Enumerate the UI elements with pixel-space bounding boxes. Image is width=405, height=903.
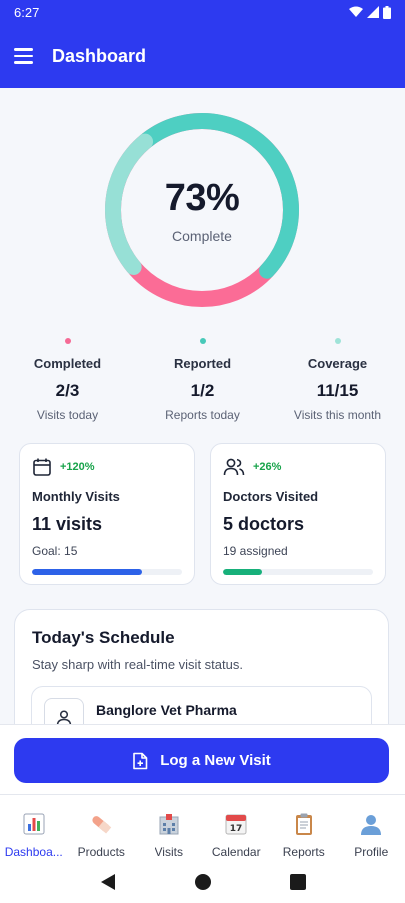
calendar-icon: 17: [224, 811, 248, 837]
stat-coverage: Coverage 11/15 Visits this month: [270, 338, 405, 422]
progress-ring-chart: [105, 112, 299, 307]
stat-value: 11/15: [316, 381, 359, 400]
log-new-visit-label: Log a New Visit: [160, 752, 271, 769]
progress-fill: [223, 569, 262, 575]
dashboard-content[interactable]: 73% Complete Completed 2/3 Visits today …: [0, 88, 405, 724]
recents-icon: [289, 873, 306, 890]
card-value: 5 doctors: [223, 514, 305, 534]
pill-icon: [88, 811, 114, 837]
progress-ring-teal-arc: [137, 112, 299, 279]
status-bar: 6:27: [0, 0, 405, 24]
card-sub: Goal: 15: [32, 544, 78, 558]
stat-reported: Reported 1/2 Reports today: [135, 338, 270, 422]
nav-profile[interactable]: Profile: [338, 795, 405, 860]
stat-sub: Visits today: [36, 408, 99, 422]
progress-label: Complete: [172, 227, 232, 244]
calendar-icon: [33, 458, 51, 476]
stat-dot: [334, 338, 341, 344]
card-sub: 19 assigned: [223, 544, 288, 558]
stat-sub: Visits this month: [293, 408, 382, 422]
home-button[interactable]: [191, 870, 215, 894]
card-header: +26%: [223, 456, 373, 478]
card-title: Doctors Visited: [223, 489, 319, 504]
nav-label: Products: [77, 845, 125, 859]
app-bar: Dashboard: [0, 24, 405, 88]
schedule-title: Today's Schedule: [32, 628, 175, 647]
kpi-cards: +120% Monthly Visits 11 visits Goal: 15 …: [19, 443, 386, 585]
schedule-subtitle: Stay sharp with real-time visit status.: [32, 657, 243, 672]
hospital-icon: [157, 811, 181, 837]
schedule-visit-item[interactable]: Banglore Vet Pharma: [31, 686, 372, 724]
progress-ring: 73% Complete: [102, 110, 302, 310]
stat-sub: Reports today: [165, 408, 240, 422]
back-button[interactable]: [96, 870, 120, 894]
stat-label: Completed: [33, 356, 102, 371]
nav-label: Visits: [154, 845, 183, 859]
wifi-icon: [349, 6, 363, 17]
nav-label: Reports: [282, 845, 325, 859]
system-nav-bar: [0, 860, 405, 903]
progress-bar: [32, 569, 182, 575]
user-icon: [56, 710, 72, 724]
stat-label: Coverage: [307, 356, 368, 371]
trend-badge: +26%: [253, 461, 282, 473]
nav-label: Dashboa...: [4, 845, 63, 859]
nav-calendar[interactable]: 17 Calendar: [203, 795, 271, 860]
progress-percent: 73%: [164, 176, 240, 219]
todays-schedule-card: Today's Schedule Stay sharp with real-ti…: [14, 609, 389, 724]
file-add-icon: [133, 752, 148, 769]
home-icon: [194, 873, 211, 890]
recents-button[interactable]: [286, 870, 310, 894]
status-time: 6:27: [14, 4, 40, 20]
action-area: Log a New Visit: [0, 724, 405, 794]
progress-fill: [32, 569, 142, 575]
progress-ring-center: 73% Complete: [102, 110, 302, 310]
nav-dashboard[interactable]: Dashboa...: [0, 795, 68, 860]
back-icon: [100, 873, 115, 890]
nav-products[interactable]: Products: [68, 795, 136, 860]
progress-bar: [223, 569, 373, 575]
bottom-nav: Dashboa... Products: [0, 794, 405, 860]
trend-badge: +120%: [60, 461, 95, 473]
stat-dot: [199, 338, 206, 344]
card-header: +120%: [32, 456, 182, 478]
progress-ring-light-teal-arc: [105, 133, 154, 275]
battery-icon: [383, 5, 391, 19]
clipboard-icon: [292, 811, 316, 837]
card-title: Monthly Visits: [32, 489, 120, 504]
stat-value: 2/3: [55, 381, 80, 400]
page-title: Dashboard: [52, 45, 147, 66]
stats-row: Completed 2/3 Visits today Reported 1/2 …: [0, 338, 405, 422]
status-icons: [349, 5, 391, 19]
card-value: 11 visits: [32, 514, 103, 534]
svg-text:17: 17: [230, 824, 243, 834]
stat-completed: Completed 2/3 Visits today: [0, 338, 135, 422]
nav-label: Calendar: [211, 845, 261, 859]
stat-value: 1/2: [190, 381, 215, 400]
nav-label: Profile: [354, 845, 389, 859]
nav-visits[interactable]: Visits: [135, 795, 203, 860]
menu-button[interactable]: [14, 45, 36, 67]
monthly-visits-card[interactable]: +120% Monthly Visits 11 visits Goal: 15: [19, 443, 195, 585]
signal-icon: [367, 6, 379, 18]
log-new-visit-button[interactable]: Log a New Visit: [14, 738, 389, 783]
stat-dot: [64, 338, 71, 344]
users-icon: [223, 458, 245, 476]
nav-reports[interactable]: Reports: [270, 795, 338, 860]
doctors-visited-card[interactable]: +26% Doctors Visited 5 doctors 19 assign…: [210, 443, 386, 585]
visit-name: Banglore Vet Pharma: [96, 702, 237, 718]
menu-icon-line: [14, 61, 33, 64]
avatar: [44, 698, 84, 724]
chart-icon: [22, 811, 46, 837]
stat-label: Reported: [173, 356, 232, 371]
menu-icon-line: [14, 54, 33, 58]
user-icon: [359, 811, 383, 837]
menu-icon-line: [14, 48, 33, 51]
